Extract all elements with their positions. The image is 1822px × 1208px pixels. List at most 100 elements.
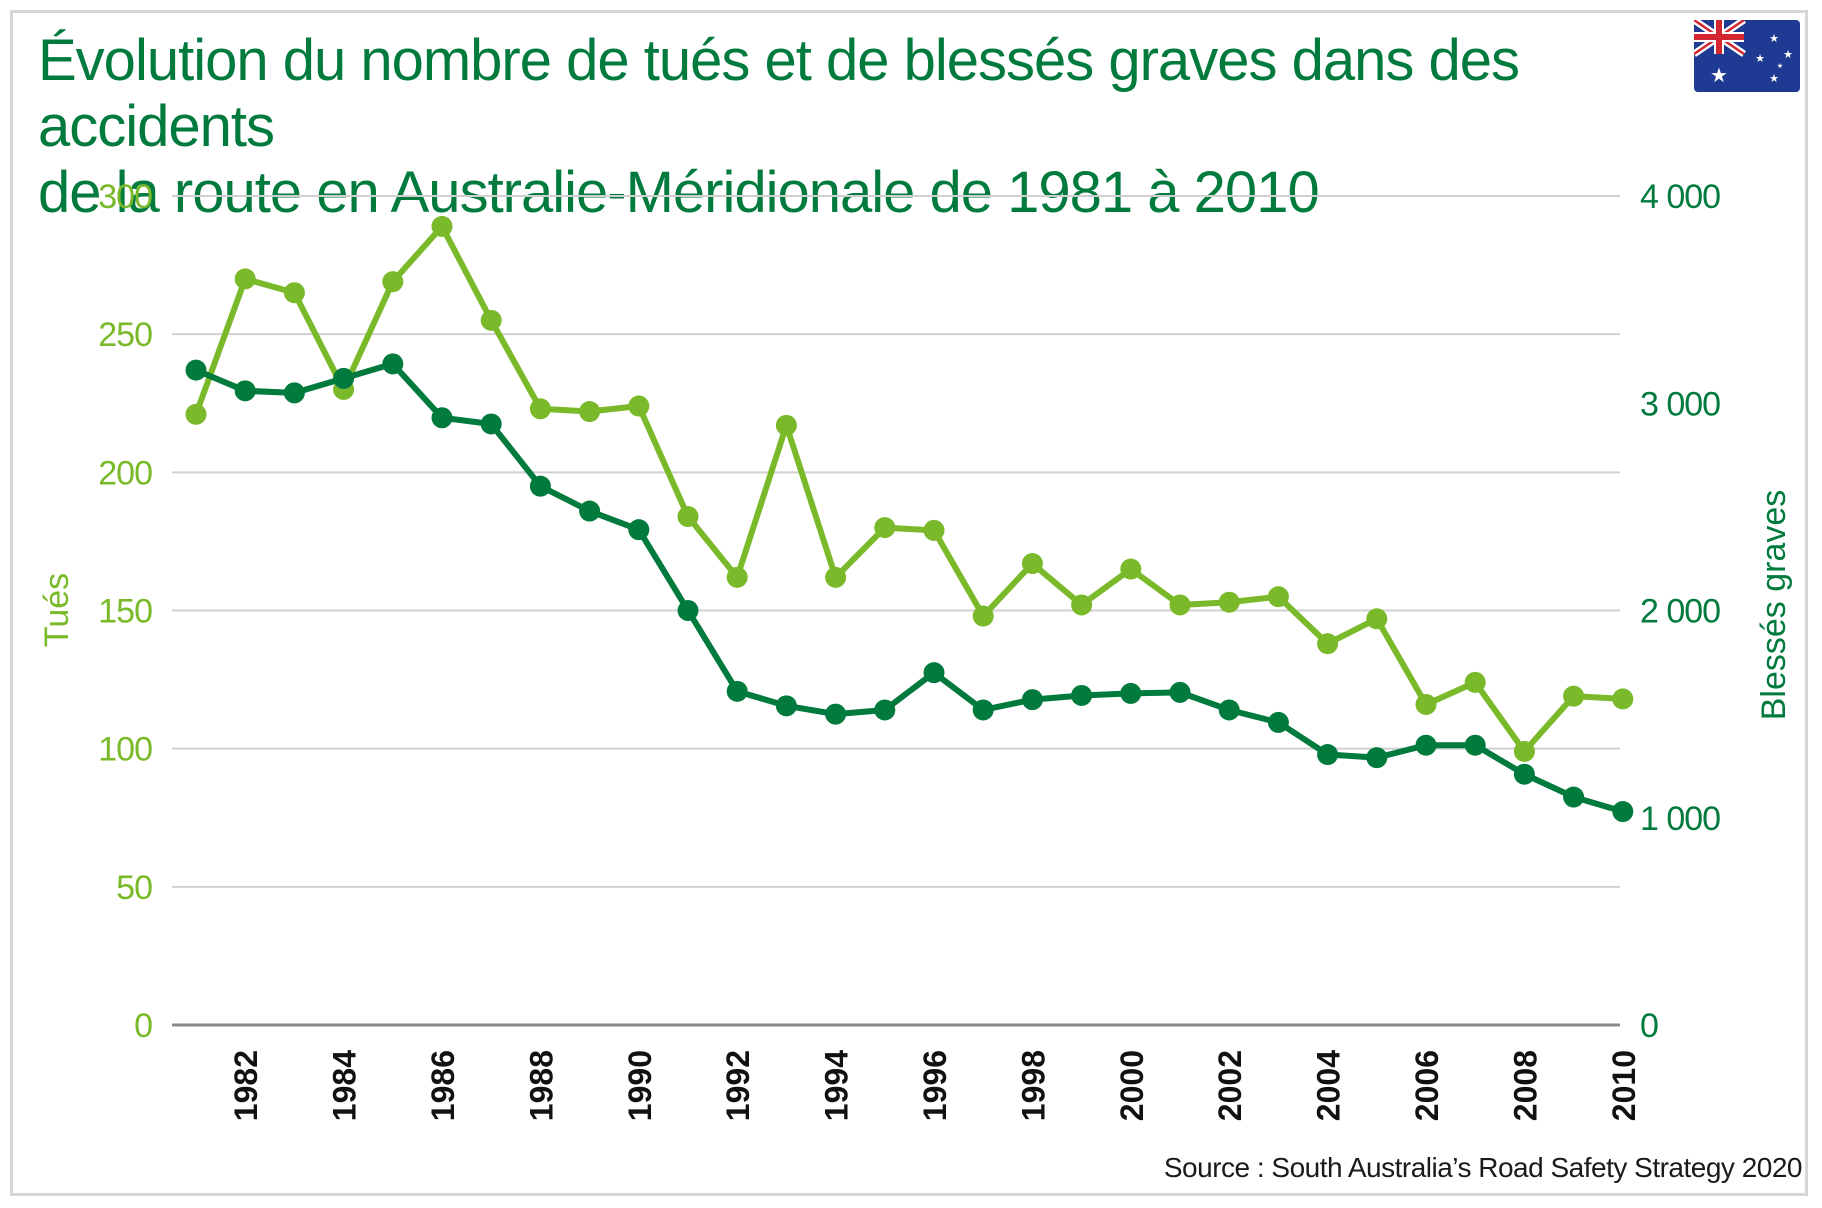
chart-frame <box>10 10 1808 1196</box>
x-tick-label: 1988 <box>523 1050 559 1121</box>
x-tick-label: 1996 <box>917 1050 953 1121</box>
svg-text:★: ★ <box>1777 62 1783 70</box>
x-tick-label: 2010 <box>1606 1050 1642 1121</box>
left-tick-label: 150 <box>98 593 152 631</box>
right-tick-label: 3 000 <box>1640 385 1720 423</box>
right-tick-label: 2 000 <box>1640 593 1720 631</box>
x-tick-label: 2006 <box>1409 1050 1445 1121</box>
svg-text:★: ★ <box>1755 52 1765 65</box>
x-tick-label: 1982 <box>228 1050 264 1121</box>
data-point <box>1169 681 1191 703</box>
left-tick-label: 100 <box>98 731 152 769</box>
series-line <box>193 223 1623 755</box>
svg-text:★: ★ <box>1769 72 1779 85</box>
data-point <box>234 268 256 290</box>
left-tick-label: 0 <box>134 1007 152 1045</box>
source-note: Source : South Australia’s Road Safety S… <box>1163 1152 1803 1183</box>
data-point <box>825 703 847 725</box>
x-tick-label: 1990 <box>622 1050 658 1121</box>
x-tick-label: 1998 <box>1015 1050 1051 1121</box>
series-blesses-graves <box>185 353 1634 823</box>
right-tick-label: 0 <box>1640 1007 1658 1045</box>
x-tick-label: 1994 <box>819 1050 855 1121</box>
x-tick-label: 2002 <box>1212 1050 1248 1121</box>
data-point <box>628 395 650 417</box>
data-point <box>234 380 256 402</box>
data-point <box>480 413 502 435</box>
left-tick-label: 250 <box>98 316 152 354</box>
data-point <box>874 699 896 721</box>
data-point <box>1021 553 1043 575</box>
data-point <box>382 271 404 293</box>
data-point <box>972 699 994 721</box>
data-point <box>185 403 207 425</box>
data-point <box>874 517 896 539</box>
data-point <box>1415 693 1437 715</box>
data-point <box>283 282 305 304</box>
data-point <box>825 566 847 588</box>
data-point <box>529 475 551 497</box>
data-point <box>1513 740 1535 762</box>
data-point <box>1169 594 1191 616</box>
data-point <box>972 605 994 627</box>
x-tick-label: 1984 <box>327 1050 363 1121</box>
data-point <box>1415 734 1437 756</box>
x-tick-label: 1986 <box>425 1050 461 1121</box>
left-axis-ticks: 0 50 100 150 200 250 300 <box>98 178 153 1045</box>
title-line-1: Évolution du nombre de tués et de blessé… <box>38 28 1520 159</box>
x-tick-label: 2004 <box>1311 1050 1347 1121</box>
right-tick-label: 4 000 <box>1640 178 1720 216</box>
chart-title: Évolution du nombre de tués et de blessé… <box>38 28 1678 226</box>
data-point <box>923 519 945 541</box>
svg-text:★: ★ <box>1710 63 1728 87</box>
data-point <box>1464 734 1486 756</box>
data-point <box>1563 786 1585 808</box>
x-tick-label: 2008 <box>1507 1050 1543 1121</box>
series-tues <box>185 215 1634 762</box>
x-axis-ticks: 1982 1984 1986 1988 1990 1992 1994 1996 1998 2000… <box>228 1050 1642 1121</box>
data-point <box>1120 558 1142 580</box>
data-point <box>1071 594 1093 616</box>
data-point <box>1563 685 1585 707</box>
data-point <box>1366 747 1388 769</box>
data-point <box>480 309 502 331</box>
left-axis-label: Tués <box>38 573 76 647</box>
left-tick-label: 200 <box>98 454 152 492</box>
svg-text:★: ★ <box>1769 32 1779 45</box>
data-point <box>1513 763 1535 785</box>
left-tick-label: 300 <box>98 178 152 216</box>
series-layer <box>185 215 1634 823</box>
data-point <box>529 398 551 420</box>
australia-flag-icon: ★ ★ ★ ★ ★ ★ <box>1694 20 1800 92</box>
data-point <box>431 215 453 237</box>
x-tick-label: 1992 <box>720 1050 756 1121</box>
data-point <box>1071 684 1093 706</box>
data-point <box>677 506 699 528</box>
data-point <box>431 407 453 429</box>
data-point <box>382 353 404 375</box>
data-point <box>1267 711 1289 733</box>
data-point <box>1317 744 1339 766</box>
data-point <box>1612 801 1634 823</box>
series-line <box>194 360 1624 815</box>
data-point <box>923 662 945 684</box>
svg-text:★: ★ <box>1783 48 1793 61</box>
right-tick-label: 1 000 <box>1640 800 1720 838</box>
data-point <box>1464 671 1486 693</box>
data-point <box>1120 682 1142 704</box>
data-point <box>579 401 601 423</box>
data-point <box>1267 586 1289 608</box>
right-axis-ticks: 0 1 000 2 000 3 000 4 000 <box>1640 178 1721 1045</box>
data-point <box>1612 688 1634 710</box>
data-point <box>283 382 305 404</box>
data-point <box>775 414 797 436</box>
data-point <box>726 680 748 702</box>
data-point <box>333 367 355 389</box>
data-point <box>1317 633 1339 655</box>
left-tick-label: 50 <box>116 869 152 907</box>
data-point <box>1366 608 1388 630</box>
data-point <box>1218 591 1240 613</box>
x-tick-label: 2000 <box>1114 1050 1150 1121</box>
right-axis-label: Blessés graves <box>1755 490 1793 721</box>
